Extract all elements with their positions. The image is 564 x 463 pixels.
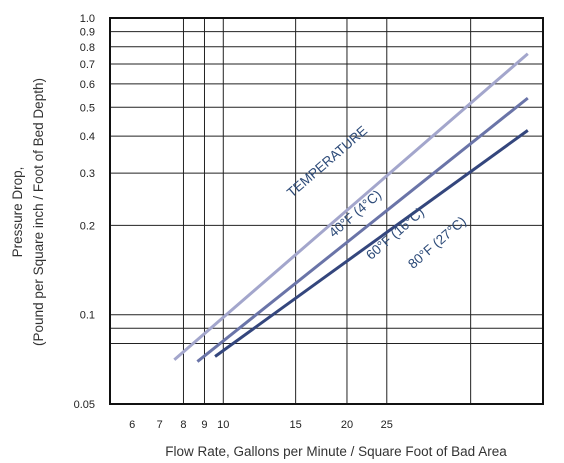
y-tick-label: 0.2 [80, 220, 95, 232]
y-tick-label: 0.9 [80, 27, 95, 39]
y-tick-label: 1.0 [80, 13, 95, 25]
series-line [173, 52, 529, 361]
plot-frame [109, 17, 544, 405]
x-tick-label: 10 [217, 419, 229, 431]
y-tick-label: 0.1 [80, 310, 95, 322]
x-tick-label: 9 [201, 419, 207, 431]
y-tick-label: 0.7 [80, 59, 95, 71]
x-tick-label: 6 [129, 419, 135, 431]
x-tick-label: 20 [341, 419, 353, 431]
tick-labels: 0.05 0.1 0.2 0.3 0.4 0.5 0.6 0.7 0.8 0.9 1.0 6 7 8 9 10… [74, 13, 393, 431]
y-axis-label-line2: (Pound per Square inch / Foot of Bed Dep… [31, 78, 46, 346]
y-tick-label: 0.6 [80, 79, 95, 91]
x-tick-label: 25 [381, 419, 393, 431]
x-tick-label: 8 [180, 419, 186, 431]
y-tick-label: 0.3 [80, 168, 95, 180]
series-line [196, 96, 529, 363]
grid-layer [110, 18, 543, 404]
y-tick-label: 0.05 [74, 399, 95, 411]
y-tick-label: 0.8 [80, 42, 95, 54]
temperature-annotation: TEMPERATURE [284, 123, 370, 200]
x-axis-label: Flow Rate, Gallons per Minute / Square F… [165, 444, 507, 459]
series-layer [173, 52, 529, 363]
x-tick-label: 15 [290, 419, 302, 431]
series-line [214, 129, 529, 358]
series-label: 40°F (4°C) [326, 187, 384, 240]
y-tick-label: 0.5 [80, 102, 95, 114]
y-axis-label-line1: Pressure Drop, [10, 167, 25, 258]
series-labels: 40°F (4°C)60°F (16°C)80°F (27°C)TEMPERAT… [284, 123, 469, 272]
y-tick-label: 0.4 [80, 131, 95, 143]
x-tick-label: 7 [157, 419, 163, 431]
